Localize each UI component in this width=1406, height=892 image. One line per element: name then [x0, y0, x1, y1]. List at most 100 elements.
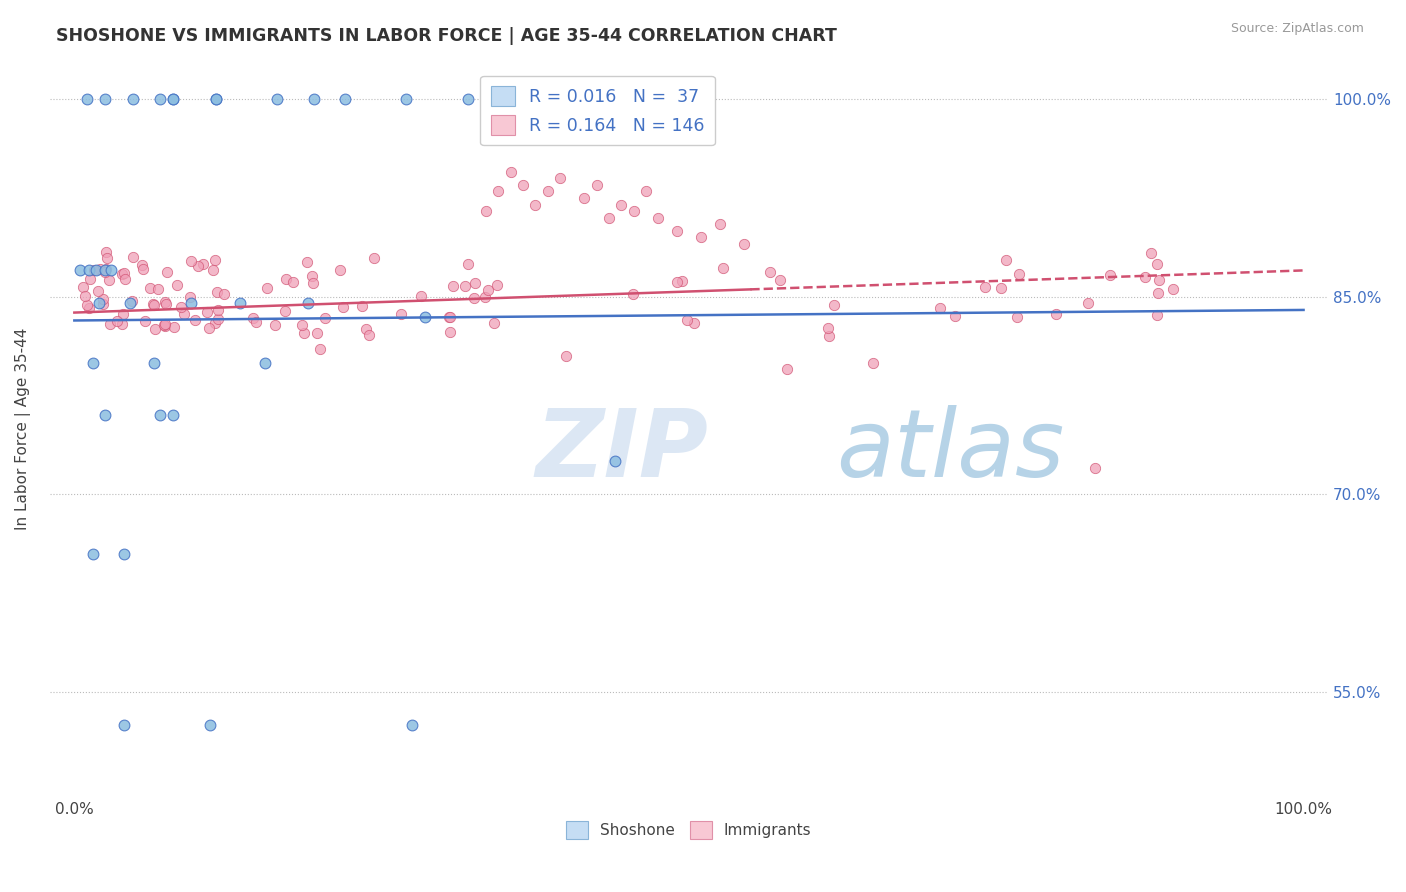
- Point: [439, 310, 461, 325]
- Point: [114, 272, 136, 286]
- Point: [683, 316, 706, 330]
- Point: [823, 298, 845, 312]
- Point: [482, 316, 505, 330]
- Point: [477, 283, 499, 297]
- Point: [463, 291, 485, 305]
- Point: [253, 356, 276, 370]
- Point: [204, 92, 226, 106]
- Point: [474, 289, 496, 303]
- Point: [76, 298, 98, 312]
- Point: [96, 261, 118, 276]
- Point: [229, 296, 252, 310]
- Point: [143, 298, 166, 312]
- Point: [191, 257, 214, 271]
- Point: [357, 328, 380, 343]
- Point: [301, 269, 323, 284]
- Point: [83, 262, 105, 277]
- Point: [333, 92, 356, 106]
- Point: [122, 92, 145, 106]
- Point: [776, 362, 799, 376]
- Point: [389, 307, 412, 321]
- Point: [974, 280, 997, 294]
- Point: [1146, 256, 1168, 270]
- Point: [536, 185, 558, 199]
- Point: [195, 304, 218, 318]
- Point: [292, 326, 315, 341]
- Point: [439, 325, 461, 339]
- Point: [273, 304, 295, 318]
- Point: [437, 310, 460, 325]
- Point: [512, 178, 534, 192]
- Point: [363, 252, 385, 266]
- Point: [149, 409, 172, 423]
- Point: [295, 255, 318, 269]
- Point: [281, 275, 304, 289]
- Point: [198, 718, 221, 732]
- Point: [149, 92, 172, 106]
- Point: [72, 280, 94, 294]
- Point: [77, 263, 100, 277]
- Point: [690, 230, 713, 244]
- Point: [77, 301, 100, 316]
- Point: [413, 310, 436, 324]
- Point: [666, 275, 689, 289]
- Point: [464, 276, 486, 290]
- Point: [143, 356, 166, 370]
- Point: [352, 299, 374, 313]
- Point: [475, 204, 498, 219]
- Point: [598, 211, 620, 225]
- Point: [1146, 309, 1168, 323]
- Point: [647, 211, 669, 225]
- Point: [990, 280, 1012, 294]
- Point: [100, 317, 122, 331]
- Point: [1133, 270, 1156, 285]
- Point: [733, 237, 755, 252]
- Point: [82, 356, 104, 370]
- Point: [585, 178, 607, 192]
- Point: [202, 263, 225, 277]
- Point: [1005, 310, 1028, 324]
- Point: [155, 294, 177, 309]
- Point: [409, 289, 432, 303]
- Point: [131, 258, 153, 272]
- Point: [111, 267, 134, 281]
- Point: [94, 92, 117, 106]
- Point: [454, 279, 477, 293]
- Point: [204, 316, 226, 330]
- Point: [1098, 268, 1121, 283]
- Point: [395, 92, 418, 106]
- Point: [1147, 273, 1170, 287]
- Point: [242, 310, 264, 325]
- Point: [676, 312, 699, 326]
- Point: [486, 185, 509, 199]
- Point: [94, 409, 117, 423]
- Point: [112, 718, 135, 732]
- Point: [82, 547, 104, 561]
- Text: SHOSHONE VS IMMIGRANTS IN LABOR FORCE | AGE 35-44 CORRELATION CHART: SHOSHONE VS IMMIGRANTS IN LABOR FORCE | …: [56, 27, 837, 45]
- Point: [180, 254, 202, 268]
- Point: [153, 317, 176, 331]
- Point: [146, 283, 169, 297]
- Point: [76, 92, 98, 106]
- Point: [118, 296, 141, 310]
- Point: [204, 92, 226, 106]
- Point: [621, 287, 644, 301]
- Point: [122, 250, 145, 264]
- Point: [1146, 286, 1168, 301]
- Point: [169, 301, 191, 315]
- Point: [153, 318, 176, 332]
- Point: [665, 224, 688, 238]
- Point: [105, 314, 128, 328]
- Point: [314, 311, 336, 326]
- Point: [307, 326, 329, 340]
- Point: [162, 92, 184, 106]
- Point: [93, 265, 115, 279]
- Point: [94, 263, 117, 277]
- Point: [548, 171, 571, 186]
- Point: [709, 217, 731, 231]
- Point: [184, 313, 207, 327]
- Point: [97, 273, 120, 287]
- Point: [401, 718, 423, 732]
- Point: [142, 296, 165, 310]
- Point: [156, 265, 179, 279]
